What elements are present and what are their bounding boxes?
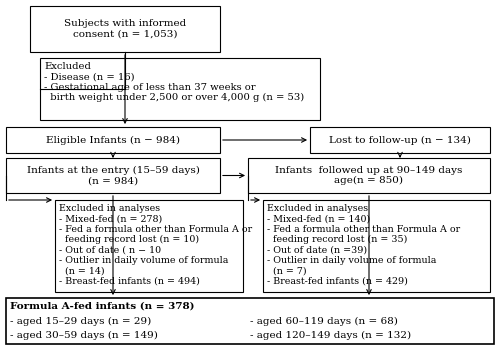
- Text: Infants  followed up at 90–149 days
age(n = 850): Infants followed up at 90–149 days age(n…: [276, 166, 462, 185]
- Text: Infants at the entry (15–59 days)
(n = 984): Infants at the entry (15–59 days) (n = 9…: [26, 166, 200, 185]
- Bar: [6, 158, 220, 193]
- Text: Excluded in analyses
- Mixed-fed (n = 278)
- Fed a formula other than Formula A : Excluded in analyses - Mixed-fed (n = 27…: [59, 204, 252, 286]
- Bar: [6, 298, 494, 344]
- Text: Subjects with informed
consent (n = 1,053): Subjects with informed consent (n = 1,05…: [64, 19, 186, 39]
- Text: Excluded
- Disease (n = 16)
- Gestational age of less than 37 weeks or
  birth w: Excluded - Disease (n = 16) - Gestationa…: [44, 62, 304, 102]
- Bar: [40, 58, 320, 120]
- Text: Eligible Infants (n − 984): Eligible Infants (n − 984): [46, 135, 180, 145]
- Text: - aged 30–59 days (n = 149): - aged 30–59 days (n = 149): [10, 331, 158, 340]
- Bar: [55, 200, 243, 292]
- Text: - aged 60–119 days (n = 68): - aged 60–119 days (n = 68): [250, 317, 398, 326]
- Bar: [6, 127, 220, 153]
- Text: - aged 120–149 days (n = 132): - aged 120–149 days (n = 132): [250, 331, 411, 340]
- Text: Excluded in analyses
- Mixed-fed (n = 140)
- Fed a formula other than Formula A : Excluded in analyses - Mixed-fed (n = 14…: [267, 204, 460, 286]
- Text: Lost to follow-up (n − 134): Lost to follow-up (n − 134): [329, 135, 471, 145]
- Bar: [30, 6, 220, 52]
- Bar: [248, 158, 490, 193]
- Bar: [263, 200, 490, 292]
- Bar: [310, 127, 490, 153]
- Text: Formula A-fed infants (n = 378): Formula A-fed infants (n = 378): [10, 302, 194, 311]
- Text: - aged 15–29 days (n = 29): - aged 15–29 days (n = 29): [10, 317, 151, 326]
